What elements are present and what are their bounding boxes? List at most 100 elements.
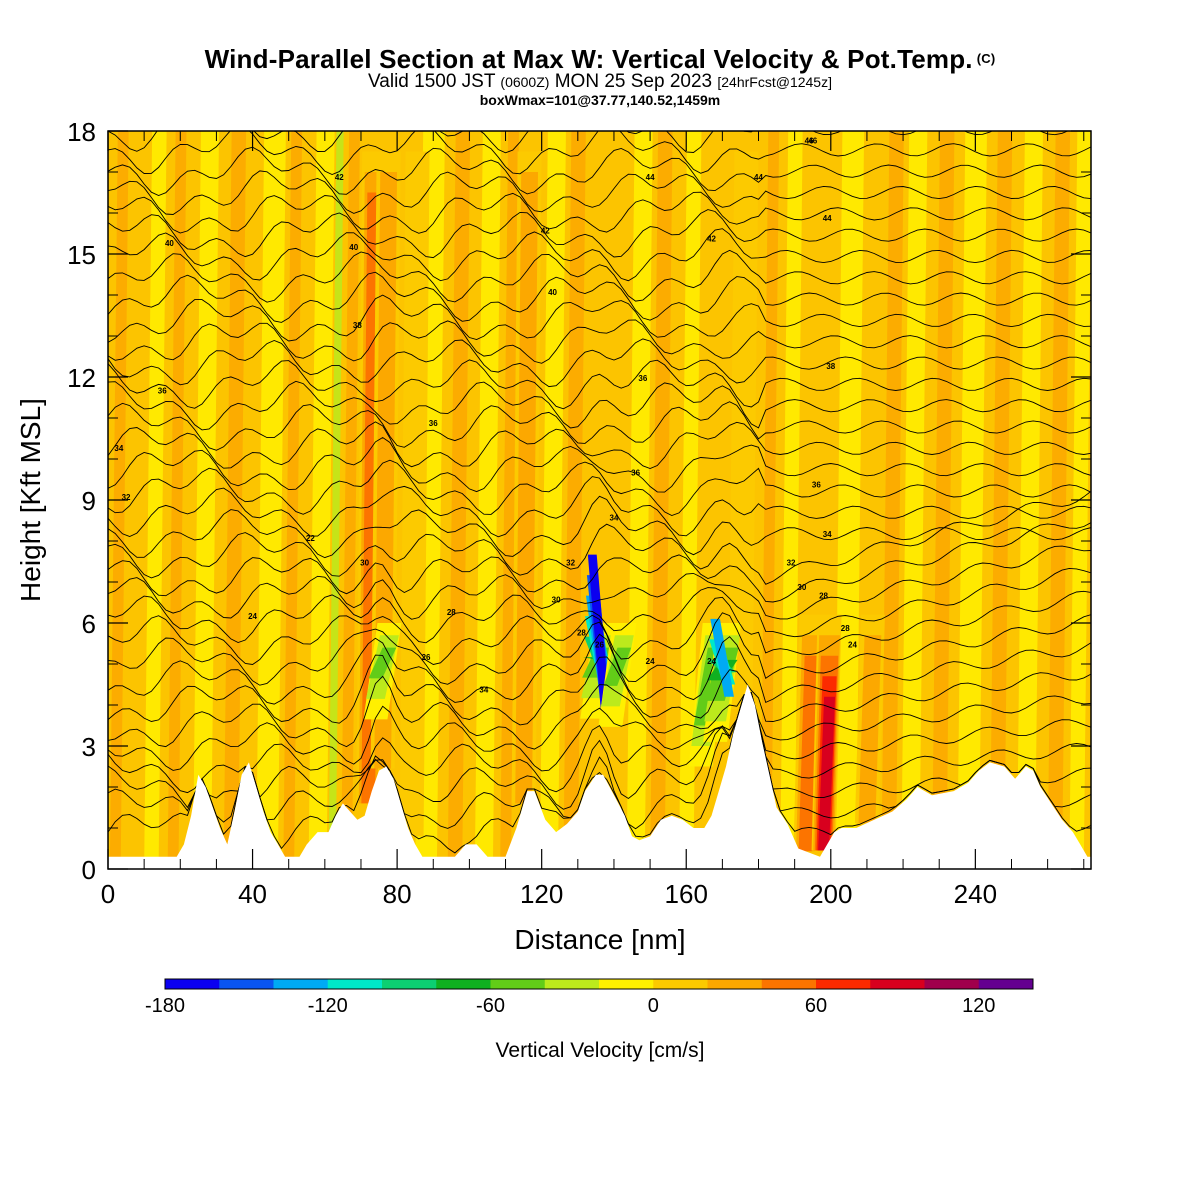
box-wmax-info: boxWmax=101@37.77,140.52,1459m xyxy=(479,92,721,108)
isentrope-label-3: 26 xyxy=(422,653,431,662)
field-texture-2 xyxy=(167,131,187,869)
chart-subtitle-valid: Valid 1500 JST (0600Z) MON 25 Sep 2023 [… xyxy=(0,72,1200,92)
isentrope-label-13: 32 xyxy=(122,493,131,502)
field-texture-20 xyxy=(780,131,803,869)
isentrope-label-11: 36 xyxy=(158,386,167,395)
isentrope-line-17 xyxy=(108,436,1091,493)
isentrope-label-33: 24 xyxy=(848,641,857,650)
field-texture-11 xyxy=(447,131,471,869)
field-texture-13 xyxy=(500,131,519,869)
field-texture-7 xyxy=(308,131,335,869)
updraft-band-4-0 xyxy=(728,151,759,710)
isentrope-line-30 xyxy=(108,170,1091,215)
isentrope-line-13 xyxy=(108,490,1091,585)
isentrope-line-33 xyxy=(108,131,1069,154)
y-tick-label-4: 12 xyxy=(67,363,96,393)
isentrope-line-11 xyxy=(108,545,1091,620)
updraft-band-1-1 xyxy=(374,172,398,769)
isentrope-line-2 xyxy=(108,692,1091,810)
field-texture-17 xyxy=(650,131,673,869)
valid-time-label: Valid 1500 JST xyxy=(368,71,496,92)
y-tick-label-6: 18 xyxy=(67,117,96,147)
isentrope-line-19 xyxy=(108,401,1091,451)
isentrope-label-10: 36 xyxy=(429,419,438,428)
downdraft-band-4-6 xyxy=(710,618,734,697)
isentrope-label-31: 28 xyxy=(819,591,828,600)
isentrope-line-5 xyxy=(108,675,1091,750)
isentrope-line-12 xyxy=(108,522,1091,603)
colorbar-swatch-3 xyxy=(327,979,383,989)
field-texture-23 xyxy=(901,131,928,869)
isentrope-label-14: 40 xyxy=(548,288,557,297)
isentrope-label-0: 22 xyxy=(306,534,315,543)
isentrope-line-24 xyxy=(108,294,1091,343)
isentrope-label-19: 42 xyxy=(541,227,550,236)
field-texture-27 xyxy=(1016,131,1043,869)
isentrope-label-32: 28 xyxy=(841,624,850,633)
field-texture-1 xyxy=(144,131,167,869)
isentrope-label-24: 46 xyxy=(808,136,817,145)
isentrope-lines: 22 24 28 26 34 30 32 34 36 36 36 36 34 32 40 42 44 46 44 42… xyxy=(108,131,1091,854)
isentrope-label-27: 36 xyxy=(812,481,821,490)
field-texture-14 xyxy=(539,131,566,869)
colorbar-swatch-8 xyxy=(599,979,654,989)
isentrope-label-26: 38 xyxy=(826,362,835,371)
field-texture-26 xyxy=(989,131,1013,869)
colorbar-title: Vertical Velocity [cm/s] xyxy=(496,1039,705,1062)
isentrope-line-32 xyxy=(108,131,1091,175)
field-texture-8 xyxy=(328,131,344,869)
isentrope-line-1 xyxy=(108,692,1091,830)
isentrope-label-8: 36 xyxy=(631,468,640,477)
x-tick-label-4: 160 xyxy=(665,879,708,909)
colorbar-swatch-2 xyxy=(273,979,329,989)
isentrope-line-18 xyxy=(108,421,1091,469)
isentrope-line-16 xyxy=(108,459,1091,516)
isentrope-label-25: 44 xyxy=(823,214,832,223)
isentrope-line-8 xyxy=(108,612,1091,686)
y-tick-label-3: 9 xyxy=(82,486,96,516)
isentrope-label-22: 40 xyxy=(165,239,174,248)
isentrope-line-29 xyxy=(108,191,1091,234)
isentrope-label-38: 30 xyxy=(552,596,561,605)
x-axis-title: Distance [nm] xyxy=(514,924,685,955)
isentrope-label-21: 42 xyxy=(335,173,344,182)
colorbar-swatch-0 xyxy=(165,979,220,989)
field-texture-12 xyxy=(474,131,501,869)
isentrope-label-28: 34 xyxy=(823,530,832,539)
colorbar-tick-label-4: 60 xyxy=(805,995,827,1017)
updraft-band-7-1 xyxy=(858,635,882,824)
colorbar-swatch-1 xyxy=(219,979,274,989)
y-tick-label-5: 15 xyxy=(67,240,96,270)
chart-title-block: Wind-Parallel Section at Max W: Vertical… xyxy=(0,44,1200,108)
colorbar-swatch-10 xyxy=(707,979,763,989)
isentrope-label-12: 34 xyxy=(114,444,123,453)
isentrope-line-3 xyxy=(108,692,1091,794)
updraft-band-3-1 xyxy=(515,172,539,804)
isentrope-line-22 xyxy=(108,338,1091,388)
colorbar-swatch-12 xyxy=(816,979,871,989)
colorbar-tick-label-1: -120 xyxy=(308,995,348,1017)
updraft-band-2-0 xyxy=(399,151,430,837)
y-axis-title: Height [Kft MSL] xyxy=(15,398,46,602)
isentrope-line-15 xyxy=(108,476,1091,538)
isentrope-line-23 xyxy=(108,319,1091,364)
isentrope-label-4: 34 xyxy=(479,686,488,695)
field-texture-21 xyxy=(834,131,865,869)
colorbar-swatch-11 xyxy=(761,979,817,989)
colorbar-swatch-5 xyxy=(436,979,491,989)
colorbar-swatch-7 xyxy=(544,979,600,989)
isentrope-label-34: 24 xyxy=(646,657,655,666)
isentrope-line-10 xyxy=(108,567,1091,644)
isentrope-line-31 xyxy=(108,146,1091,196)
field-texture-24 xyxy=(931,131,955,869)
colorbar-swatch-6 xyxy=(490,979,546,989)
isentrope-line-27 xyxy=(108,228,1091,282)
isentrope-label-18: 44 xyxy=(646,173,655,182)
y-tick-label-2: 6 xyxy=(82,609,96,639)
isentrope-line-6 xyxy=(108,654,1091,726)
isentrope-label-29: 32 xyxy=(787,559,796,568)
plot-area: 22 24 28 26 34 30 32 34 36 36 36 36 34 32 40 42 44 46 44 42… xyxy=(108,131,1091,869)
colorbar-tick-label-3: 0 xyxy=(648,995,659,1017)
isentrope-label-23: 38 xyxy=(353,321,362,330)
